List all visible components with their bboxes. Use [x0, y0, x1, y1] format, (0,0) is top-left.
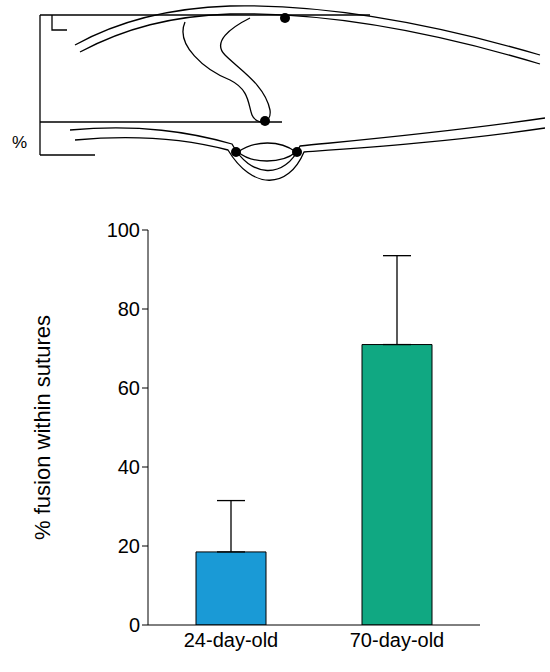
- svg-text:100: 100: [107, 219, 140, 241]
- svg-text:60: 60: [118, 377, 140, 399]
- svg-text:20: 20: [118, 535, 140, 557]
- svg-text:% fusion within sutures: % fusion within sutures: [30, 315, 55, 540]
- svg-text:%: %: [12, 133, 27, 152]
- svg-text:24-day-old: 24-day-old: [184, 629, 279, 651]
- svg-text:0: 0: [129, 614, 140, 636]
- svg-text:40: 40: [118, 456, 140, 478]
- svg-text:70-day-old: 70-day-old: [350, 629, 445, 651]
- svg-text:80: 80: [118, 298, 140, 320]
